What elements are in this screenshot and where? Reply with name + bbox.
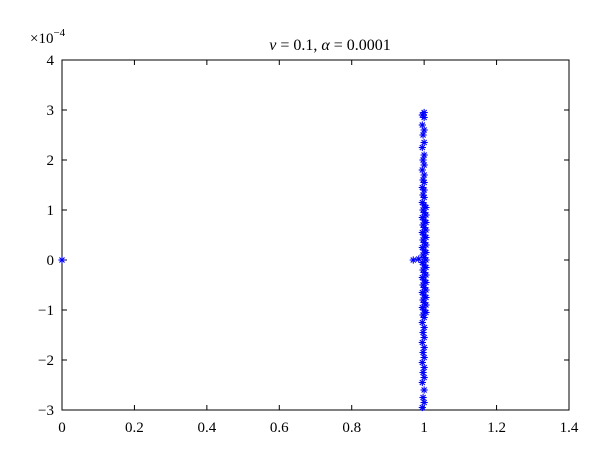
- data-point: [422, 286, 430, 294]
- data-point: [418, 143, 426, 152]
- data-point: [420, 363, 428, 372]
- title-value-alpha: = 0.0001: [334, 37, 391, 54]
- y-tick-label: 3: [47, 103, 55, 119]
- data-point: [58, 256, 66, 264]
- data-point: [419, 348, 427, 357]
- data-point: [418, 403, 426, 412]
- title-symbol-nu: ν: [269, 37, 277, 54]
- data-point: [420, 398, 428, 407]
- data-point: [419, 131, 427, 139]
- y-tick-label: 0: [47, 253, 55, 269]
- x-tick-label: 1: [420, 420, 428, 436]
- y-exponent-power: −4: [53, 27, 65, 39]
- x-tick-label: 0.6: [270, 420, 289, 436]
- data-point: [418, 378, 426, 387]
- y-axis: −3 −2 −1 0 1 2 3 4: [38, 53, 569, 419]
- data-point: [420, 186, 428, 194]
- y-tick-label: −2: [38, 353, 54, 369]
- y-tick-label: 4: [47, 53, 55, 69]
- data-points: [58, 108, 430, 412]
- data-point: [420, 323, 428, 332]
- data-point: [420, 353, 428, 362]
- data-point: [419, 393, 427, 402]
- y-exponent-base: ×10: [30, 31, 53, 47]
- x-tick-label: 0: [58, 420, 66, 436]
- data-point: [420, 113, 428, 122]
- title-value-nu: = 0.1,: [280, 37, 321, 54]
- title-symbol-alpha: α: [321, 37, 330, 54]
- y-tick-label: −1: [38, 303, 54, 319]
- y-exponent-label: ×10−4: [30, 27, 66, 47]
- x-tick-label: 1.2: [487, 420, 506, 436]
- plot-area-frame: [61, 59, 570, 411]
- data-point: [420, 343, 428, 352]
- data-point: [409, 256, 417, 264]
- x-tick-label: 0.2: [125, 420, 144, 436]
- data-point: [419, 368, 427, 377]
- x-axis: 0 0.2 0.4 0.6 0.8 1 1.2 1.4: [58, 60, 579, 436]
- data-point: [419, 266, 427, 274]
- data-point: [420, 151, 428, 159]
- data-point: [420, 126, 428, 134]
- x-tick-label: 1.4: [560, 420, 579, 436]
- y-tick-label: −3: [38, 403, 54, 419]
- data-point: [420, 386, 428, 394]
- x-tick-label: 0.4: [197, 420, 216, 436]
- y-tick-label: 2: [47, 153, 55, 169]
- chart-title: ν = 0.1, α = 0.0001: [269, 37, 391, 54]
- data-point: [420, 171, 428, 179]
- data-point: [419, 156, 427, 164]
- x-tick-label: 0.8: [342, 420, 361, 436]
- data-point: [419, 328, 427, 337]
- y-tick-label: 1: [47, 203, 55, 219]
